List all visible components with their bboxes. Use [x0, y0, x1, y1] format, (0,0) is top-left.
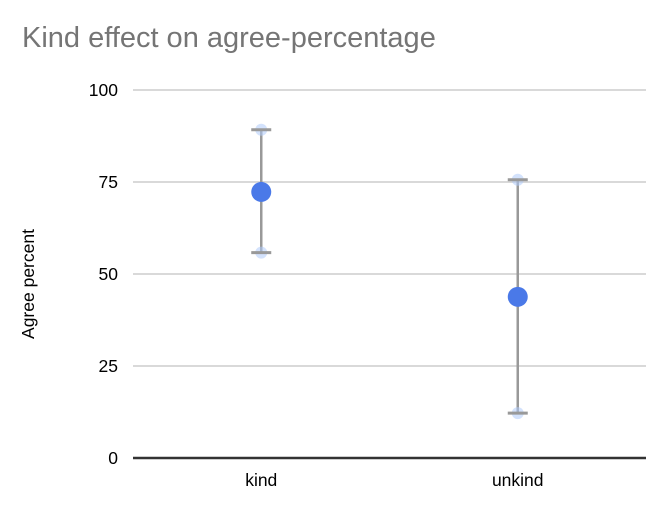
data-point-unkind[interactable]: [507, 286, 528, 307]
y-tick-label: 75: [99, 172, 118, 192]
y-tick-label: 25: [99, 356, 118, 376]
chart-title: Kind effect on agree-percentage: [22, 22, 436, 54]
y-axis-title: Agree percent: [18, 229, 38, 339]
x-tick-label: kind: [245, 470, 277, 490]
y-tick-label: 100: [89, 80, 118, 100]
y-tick-label: 0: [108, 448, 118, 468]
y-tick-label: 50: [99, 264, 119, 284]
data-point-kind[interactable]: [251, 181, 272, 202]
x-tick-label: unkind: [492, 470, 544, 490]
